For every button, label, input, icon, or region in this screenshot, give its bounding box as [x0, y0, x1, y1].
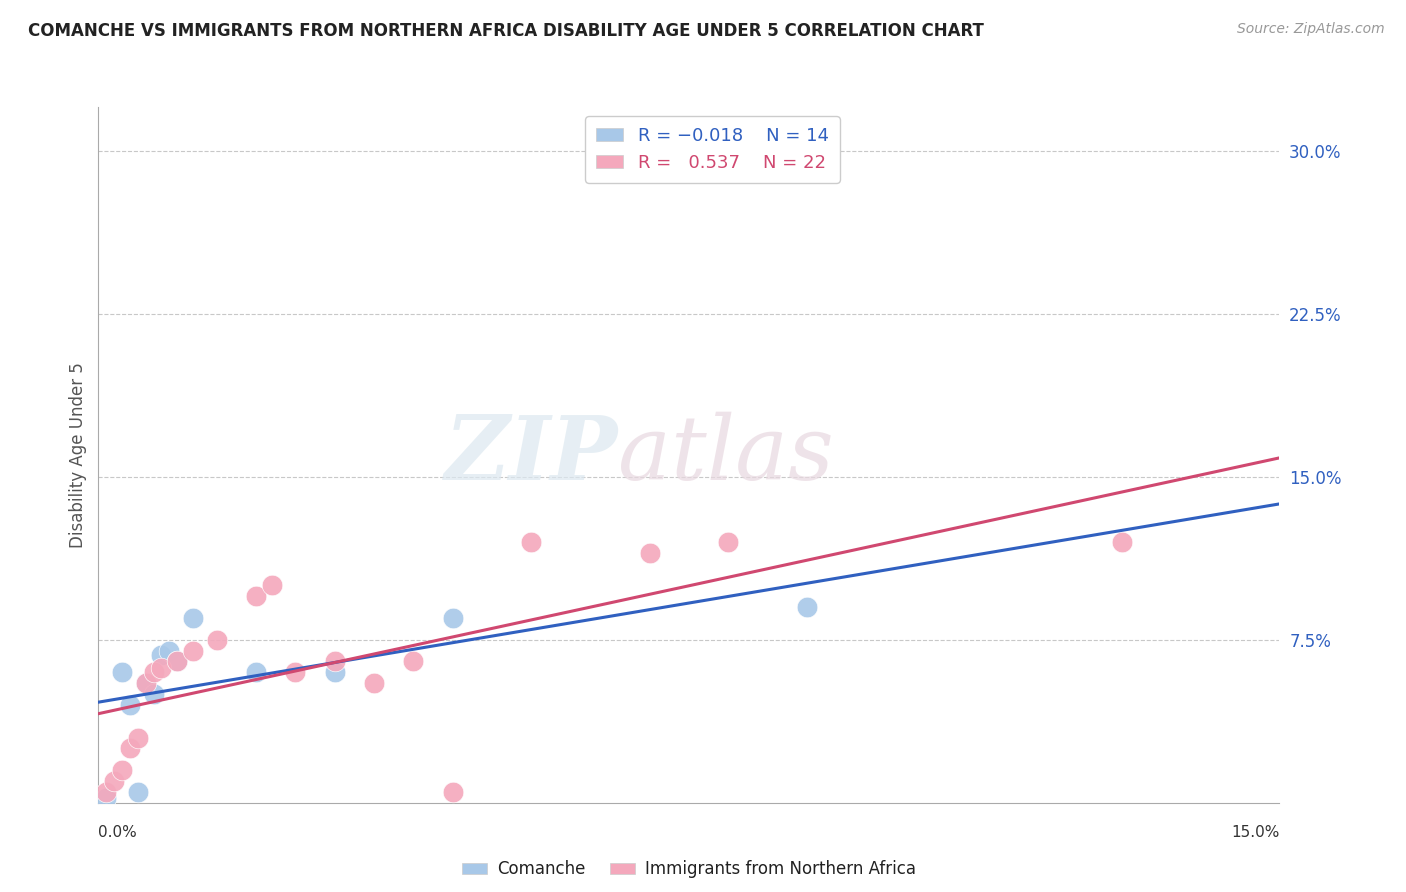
Point	[96, 785, 118, 799]
Text: ZIP: ZIP	[444, 412, 619, 498]
Point	[363, 676, 385, 690]
Point	[638, 546, 661, 560]
Point	[520, 535, 543, 549]
Point	[166, 655, 188, 669]
Point	[118, 698, 141, 712]
Point	[1111, 535, 1133, 549]
Legend: Comanche, Immigrants from Northern Africa: Comanche, Immigrants from Northern Afric…	[456, 854, 922, 885]
Point	[135, 676, 157, 690]
Point	[111, 665, 134, 680]
Point	[127, 785, 149, 799]
Y-axis label: Disability Age Under 5: Disability Age Under 5	[69, 362, 87, 548]
Text: atlas: atlas	[619, 411, 834, 499]
Point	[181, 611, 204, 625]
Point	[150, 661, 173, 675]
Text: COMANCHE VS IMMIGRANTS FROM NORTHERN AFRICA DISABILITY AGE UNDER 5 CORRELATION C: COMANCHE VS IMMIGRANTS FROM NORTHERN AFR…	[28, 22, 984, 40]
Point	[135, 676, 157, 690]
Text: 15.0%: 15.0%	[1232, 825, 1279, 839]
Text: 0.0%: 0.0%	[98, 825, 138, 839]
Point	[441, 611, 464, 625]
Text: Source: ZipAtlas.com: Source: ZipAtlas.com	[1237, 22, 1385, 37]
Point	[142, 665, 165, 680]
Point	[205, 632, 228, 647]
Point	[150, 648, 173, 662]
Point	[796, 600, 818, 615]
Point	[284, 665, 307, 680]
Point	[245, 665, 267, 680]
Point	[245, 589, 267, 603]
Point	[157, 643, 180, 657]
Point	[181, 643, 204, 657]
Point	[96, 791, 118, 805]
Point	[323, 655, 346, 669]
Point	[441, 785, 464, 799]
Point	[166, 655, 188, 669]
Point	[142, 687, 165, 701]
Point	[402, 655, 425, 669]
Point	[103, 774, 125, 789]
Point	[260, 578, 283, 592]
Point	[717, 535, 740, 549]
Point	[118, 741, 141, 756]
Point	[127, 731, 149, 745]
Point	[323, 665, 346, 680]
Point	[111, 763, 134, 777]
